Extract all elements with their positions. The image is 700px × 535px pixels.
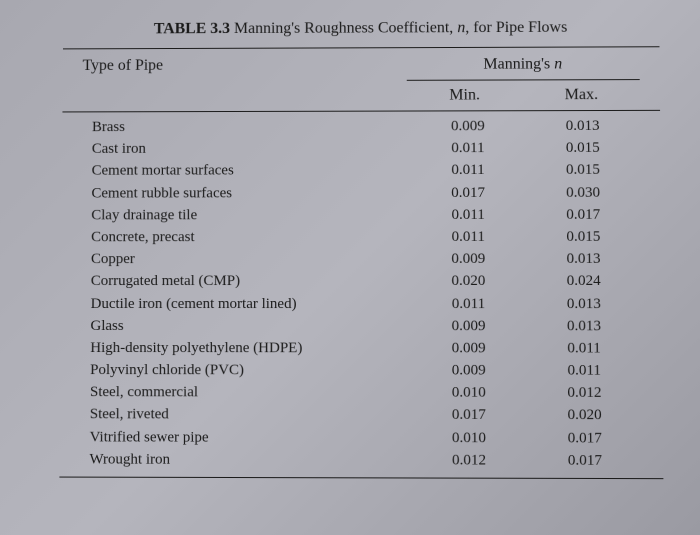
cell-max: 0.017 [527, 427, 643, 450]
cell-max: 0.020 [527, 404, 643, 427]
cell-type: Glass [80, 315, 411, 337]
cell-min: 0.017 [411, 404, 527, 427]
cell-type: Polyvinyl chloride (PVC) [80, 359, 411, 382]
header-group-pre: Manning's [483, 56, 554, 73]
cell-max: 0.011 [526, 337, 642, 359]
cell-max: 0.015 [525, 159, 640, 181]
cell-type: Copper [81, 248, 411, 270]
caption-title-pre: Manning's Roughness Coefficient, [234, 19, 457, 37]
cell-type: Cast iron [82, 138, 411, 161]
sub-header: Min. Max. [62, 80, 660, 111]
cell-min: 0.010 [411, 427, 527, 450]
cell-min: 0.009 [411, 337, 526, 359]
table-row: Vitrified sewer pipe0.0100.017 [80, 426, 643, 450]
cell-type: Steel, riveted [80, 404, 411, 427]
table-row: Concrete, precast0.0110.015 [81, 226, 641, 249]
cell-type: Cement mortar surfaces [82, 160, 411, 183]
cell-max: 0.013 [526, 293, 642, 315]
header-group-var: n [554, 56, 562, 73]
cell-type: Wrought iron [79, 448, 411, 471]
table-row: Copper0.0090.013 [81, 248, 641, 270]
cell-min: 0.011 [411, 159, 526, 181]
table-row: Steel, commercial0.0100.012 [80, 381, 643, 404]
table-row: Cast iron0.0110.015 [82, 137, 641, 160]
cell-max: 0.017 [526, 203, 641, 225]
cell-type: Clay drainage tile [81, 204, 411, 226]
table-body: Brass0.0090.013Cast iron0.0110.015Cement… [59, 111, 663, 478]
table-row: High-density polyethylene (HDPE)0.0090.0… [80, 337, 642, 360]
table-row: Glass0.0090.013 [80, 315, 641, 338]
cell-type: Vitrified sewer pipe [80, 426, 412, 449]
cell-min: 0.011 [411, 204, 526, 226]
cell-type: Cement rubble surfaces [81, 182, 410, 205]
cell-max: 0.013 [526, 315, 642, 337]
cell-min: 0.011 [411, 293, 526, 315]
caption-label: TABLE 3.3 [154, 20, 230, 37]
cell-max: 0.015 [525, 137, 640, 159]
cell-max: 0.017 [527, 449, 643, 472]
cell-type: Corrugated metal (CMP) [81, 270, 411, 292]
header-max: Max. [523, 86, 640, 104]
header-type: Type of Pipe [82, 56, 406, 75]
table-row: Steel, riveted0.0170.020 [80, 404, 643, 427]
cell-max: 0.030 [525, 181, 640, 203]
header-group: Manning's n [406, 55, 639, 74]
table-caption: TABLE 3.3 Manning's Roughness Coefficien… [63, 19, 659, 39]
cell-max: 0.012 [526, 382, 642, 405]
cell-min: 0.020 [411, 270, 526, 292]
cell-type: Concrete, precast [81, 226, 411, 248]
cell-min: 0.009 [411, 248, 526, 270]
cell-type: Ductile iron (cement mortar lined) [81, 293, 411, 315]
table-row: Wrought iron0.0120.017 [79, 448, 643, 472]
cell-max: 0.013 [526, 248, 642, 270]
cell-max: 0.011 [526, 359, 642, 382]
cell-max: 0.015 [526, 226, 641, 248]
caption-title-post: , for Pipe Flows [465, 19, 567, 36]
table-row: Clay drainage tile0.0110.017 [81, 203, 641, 226]
header-min: Min. [406, 86, 523, 104]
cell-type: High-density polyethylene (HDPE) [80, 337, 411, 360]
cell-min: 0.009 [411, 315, 526, 337]
header-row: Type of Pipe Manning's n [63, 47, 660, 81]
cell-type: Steel, commercial [80, 381, 411, 404]
cell-min: 0.011 [411, 226, 526, 248]
table-row: Corrugated metal (CMP)0.0200.024 [81, 270, 642, 292]
cell-min: 0.009 [411, 115, 526, 137]
bottom-rule [59, 477, 663, 480]
table-row: Cement rubble surfaces0.0170.030 [81, 181, 640, 204]
caption-title-var: n [457, 19, 465, 36]
cell-max: 0.013 [525, 115, 640, 137]
cell-min: 0.017 [411, 181, 526, 203]
cell-min: 0.009 [411, 359, 526, 381]
cell-max: 0.024 [526, 270, 642, 292]
table-row: Brass0.0090.013 [82, 115, 640, 138]
table-row: Polyvinyl chloride (PVC)0.0090.011 [80, 359, 642, 382]
table-page: TABLE 3.3 Manning's Roughness Coefficien… [0, 1, 700, 510]
table-row: Ductile iron (cement mortar lined)0.0110… [81, 293, 642, 315]
cell-min: 0.011 [411, 137, 526, 159]
cell-type: Brass [82, 115, 411, 138]
table-row: Cement mortar surfaces0.0110.015 [82, 159, 641, 182]
cell-min: 0.012 [411, 449, 527, 472]
cell-min: 0.010 [411, 382, 526, 405]
